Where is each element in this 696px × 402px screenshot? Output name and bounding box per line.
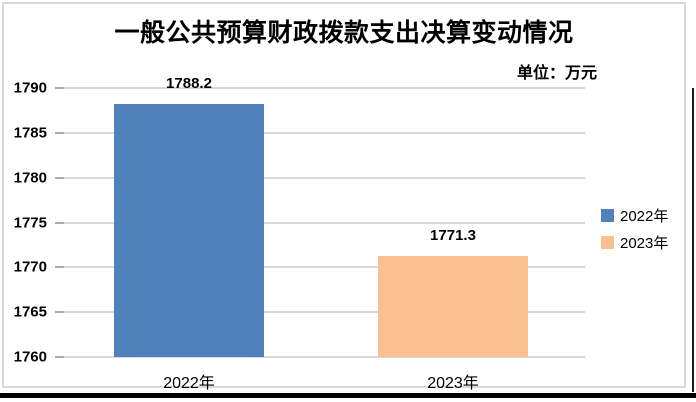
y-axis-tick <box>55 177 64 179</box>
gridline <box>57 311 585 313</box>
legend-swatch <box>601 235 614 249</box>
y-axis-tick <box>55 222 64 224</box>
x-tick-label: 2023年 <box>427 375 479 392</box>
gridline <box>57 266 585 268</box>
legend-label: 2022年 <box>620 207 669 225</box>
gridline <box>57 222 585 224</box>
y-axis-tick <box>55 311 64 313</box>
table-border-bottom <box>0 393 696 398</box>
bar-value-label: 1788.2 <box>166 75 212 92</box>
y-tick-label: 1785 <box>13 124 47 142</box>
y-axis-tick <box>55 132 64 134</box>
bar-2022年 <box>114 104 264 357</box>
legend-swatch <box>601 208 614 222</box>
gridline <box>57 87 585 89</box>
y-tick-label: 1775 <box>13 214 47 232</box>
y-axis-tick <box>55 266 64 268</box>
gridline <box>57 356 585 358</box>
chart-title: 一般公共预算财政拨款支出决算变动情况 <box>114 19 574 47</box>
y-axis-tick <box>55 356 64 358</box>
bar-2023年 <box>378 256 528 357</box>
y-tick-label: 1770 <box>13 258 47 276</box>
gridline <box>57 132 585 134</box>
table-border-right <box>692 88 694 392</box>
legend-item: 2022年 <box>601 206 669 225</box>
y-tick-label: 1760 <box>13 348 47 366</box>
legend: 2022年 2023年 <box>601 206 668 260</box>
x-tick-label: 2022年 <box>163 375 215 392</box>
y-tick-label: 1780 <box>13 169 47 187</box>
unit-label: 单位：万元 <box>516 65 597 82</box>
legend-label: 2023年 <box>620 234 669 252</box>
plot-area: 1760 1765 1770 1775 1780 1785 1790 1788.2 2022年 1… <box>14 75 585 392</box>
gridline <box>57 177 585 179</box>
bar-value-label: 1771.3 <box>430 227 476 244</box>
y-tick-label: 1790 <box>13 79 47 97</box>
y-axis-tick <box>55 87 64 89</box>
legend-item: 2023年 <box>601 233 669 252</box>
y-tick-label: 1765 <box>13 303 47 321</box>
